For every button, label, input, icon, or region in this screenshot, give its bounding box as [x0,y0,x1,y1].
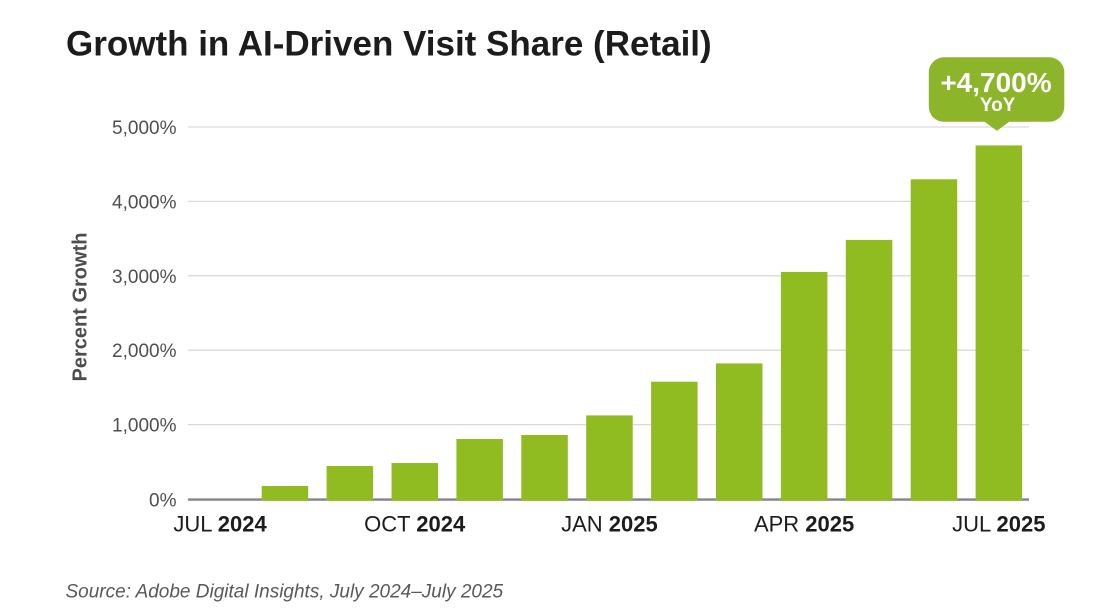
svg-text:2,000%: 2,000% [112,341,177,362]
svg-text:JUL 2024: JUL 2024 [173,512,267,537]
svg-text:APR 2025: APR 2025 [754,512,854,537]
svg-text:JUL 2025: JUL 2025 [952,512,1045,537]
svg-text:0%: 0% [149,491,177,512]
svg-text:YoY: YoY [980,95,1016,116]
svg-text:3,000%: 3,000% [112,267,177,288]
svg-text:Source: Adobe Digital Insights: Source: Adobe Digital Insights, July 202… [66,581,504,602]
svg-text:Percent Growth: Percent Growth [70,233,92,382]
svg-text:4,000%: 4,000% [112,192,177,213]
svg-text:OCT 2024: OCT 2024 [364,512,466,537]
svg-text:1,000%: 1,000% [112,416,177,437]
svg-text:Growth in AI-Driven Visit Shar: Growth in AI-Driven Visit Share (Retail) [66,25,712,64]
svg-text:JAN 2025: JAN 2025 [561,512,658,537]
svg-text:+4,700%: +4,700% [940,67,1051,98]
svg-text:5,000%: 5,000% [112,118,177,139]
